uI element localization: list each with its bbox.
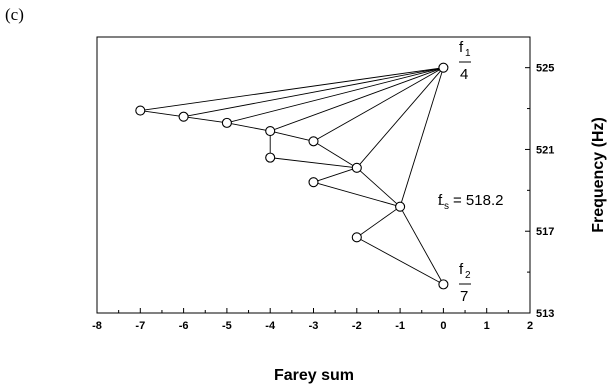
x-tick-label: -1 <box>395 320 405 332</box>
data-point <box>265 125 276 137</box>
f2-fraction-value: 7 <box>460 288 468 305</box>
f1-symbol: f <box>459 39 464 56</box>
fs-symbol: f <box>438 192 443 209</box>
tree-edge <box>313 181 401 208</box>
data-point <box>135 105 146 116</box>
data-point <box>438 279 449 290</box>
tree-edge <box>226 122 271 132</box>
tree-edge <box>356 236 444 285</box>
f1-subscript: 1 <box>465 48 471 59</box>
y-tick-label: 517 <box>536 226 554 238</box>
fs-annotation: ~ f s = 518.2 <box>438 192 503 212</box>
f1-fraction-value: 4 <box>460 66 468 83</box>
y-axis-ticks: 513 517 521 525 <box>525 63 554 320</box>
data-point <box>308 136 319 147</box>
x-tick-label: -4 <box>265 320 276 332</box>
y-tick-label: 525 <box>536 63 554 75</box>
x-axis-label: Farey sum <box>274 367 354 384</box>
f2-symbol: f <box>459 261 464 278</box>
y-tick-label: 521 <box>536 144 554 156</box>
tree-edge <box>356 167 401 208</box>
x-tick-label: 0 <box>440 320 446 332</box>
data-point <box>308 177 319 188</box>
y-axis-label: Frequency (Hz) <box>590 117 607 233</box>
data-point <box>351 232 362 243</box>
f1-annotation: f 1 4 <box>459 39 471 83</box>
f2-subscript: 2 <box>465 270 471 281</box>
tree-edge <box>356 206 401 238</box>
x-axis-ticks: -8 -7 -6 -5 -4 -3 -2 -1 0 1 2 <box>92 308 533 332</box>
panel-label: (c) <box>5 5 24 24</box>
tree-edge <box>140 110 184 118</box>
x-tick-label: -3 <box>309 320 319 332</box>
tree-edge <box>226 67 444 124</box>
svg-text:~: ~ <box>438 199 444 211</box>
data-point <box>265 152 276 163</box>
tree-edge <box>313 167 357 183</box>
fs-value: = 518.2 <box>453 192 503 209</box>
x-tick-label: 2 <box>527 320 533 332</box>
tree-edge <box>313 140 358 169</box>
tree-edge <box>270 130 314 142</box>
x-tick-label: -2 <box>352 320 362 332</box>
x-tick-label: -5 <box>222 320 232 332</box>
y-tick-label: 513 <box>536 308 554 320</box>
x-tick-label: -7 <box>135 320 145 332</box>
data-point <box>351 162 362 173</box>
tree-edge <box>313 67 444 142</box>
tree-edge <box>183 67 444 118</box>
x-tick-label: -8 <box>92 320 102 332</box>
f2-annotation: f 2 7 <box>459 261 471 305</box>
data-point <box>395 201 406 212</box>
farey-tree-edges <box>140 67 444 285</box>
data-points <box>135 62 449 290</box>
tree-edge <box>270 157 357 169</box>
fs-subscript: s <box>444 201 449 212</box>
tree-edge <box>356 67 444 169</box>
tree-edge <box>399 67 444 207</box>
tree-edge <box>270 67 444 132</box>
x-tick-label: -6 <box>179 320 189 332</box>
tree-edge <box>399 206 444 285</box>
tree-edge <box>140 67 444 112</box>
tree-edge <box>183 116 227 124</box>
data-point <box>178 111 189 122</box>
data-point <box>221 117 232 128</box>
x-tick-label: 1 <box>484 320 490 332</box>
data-point <box>438 62 449 73</box>
